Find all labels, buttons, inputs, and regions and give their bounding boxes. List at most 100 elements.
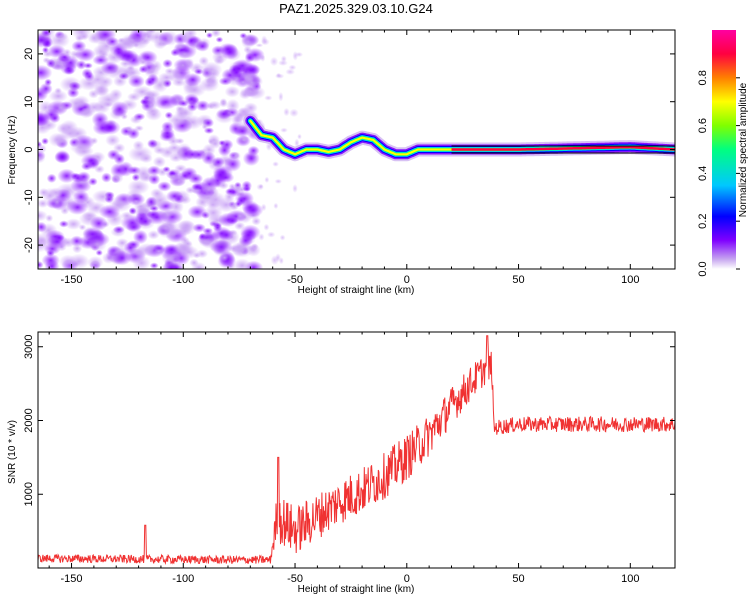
noise-blob bbox=[38, 233, 53, 248]
noise-blob bbox=[42, 187, 59, 204]
top-y-tick-label: -20 bbox=[23, 237, 35, 253]
noise-blob bbox=[232, 64, 246, 73]
noise-blob bbox=[38, 153, 46, 164]
noise-blob bbox=[205, 191, 227, 208]
noise-blob bbox=[162, 58, 173, 69]
top-x-tick-label: -100 bbox=[172, 274, 194, 286]
noise-blob bbox=[88, 177, 98, 186]
top-x-tick-label: 100 bbox=[621, 274, 639, 286]
noise-blob bbox=[112, 250, 132, 266]
noise-blob bbox=[255, 54, 266, 60]
noise-blob bbox=[158, 40, 169, 47]
noise-blob bbox=[38, 144, 47, 154]
noise-blob bbox=[138, 216, 153, 227]
noise-blob bbox=[239, 224, 261, 241]
noise-blob bbox=[138, 65, 148, 74]
noise-blob bbox=[109, 88, 123, 101]
noise-blob bbox=[232, 258, 252, 269]
noise-blob bbox=[196, 249, 209, 259]
noise-blob bbox=[243, 46, 252, 54]
colorbar-tick-label: 0.4 bbox=[697, 166, 709, 181]
noise-blob bbox=[48, 89, 68, 103]
top-y-tick-label: -10 bbox=[23, 189, 35, 205]
top-x-tick-label: -50 bbox=[287, 274, 303, 286]
noise-blob bbox=[148, 173, 161, 185]
noise-blob bbox=[200, 183, 218, 195]
noise-blob bbox=[167, 113, 187, 127]
noise-blob bbox=[294, 51, 304, 58]
noise-blob bbox=[192, 223, 206, 233]
noise-blob bbox=[66, 199, 89, 215]
noise-blob bbox=[178, 219, 195, 233]
noise-blob bbox=[162, 260, 180, 269]
noise-blob bbox=[62, 48, 72, 57]
snr-panel: -150 -100 -50 0 50 100 1000 2000 3000 Height of … bbox=[7, 331, 676, 595]
noise-blob bbox=[172, 146, 187, 159]
noise-blob bbox=[280, 55, 287, 63]
noise-blob bbox=[71, 30, 92, 40]
noise-blob bbox=[87, 256, 104, 269]
noise-blob bbox=[157, 181, 172, 192]
bottom-x-tick-label: -100 bbox=[172, 573, 194, 585]
noise-blob bbox=[57, 168, 76, 184]
noise-blob bbox=[174, 240, 194, 255]
noise-blob bbox=[105, 50, 123, 64]
noise-blob bbox=[38, 64, 53, 81]
noise-blob bbox=[191, 261, 207, 269]
noise-blob bbox=[54, 151, 71, 164]
noise-blob bbox=[44, 78, 53, 86]
noise-blob bbox=[115, 37, 136, 51]
noise-blob bbox=[133, 202, 148, 212]
noise-blob bbox=[125, 125, 134, 132]
noise-blob bbox=[177, 195, 192, 205]
noise-blob bbox=[215, 36, 224, 43]
noise-blob bbox=[59, 119, 79, 136]
noise-blob bbox=[223, 191, 235, 203]
noise-blob bbox=[53, 132, 69, 148]
colorbar-gradient bbox=[712, 30, 736, 269]
noise-blob bbox=[133, 112, 146, 121]
noise-blob bbox=[258, 233, 265, 241]
noise-blob bbox=[242, 150, 260, 167]
noise-blob bbox=[99, 120, 121, 135]
noise-blob bbox=[285, 68, 296, 76]
noise-blob bbox=[118, 72, 129, 80]
noise-blob bbox=[112, 225, 125, 234]
noise-blob bbox=[218, 77, 232, 86]
noise-blob bbox=[39, 82, 53, 95]
bottom-x-tick-label: 100 bbox=[621, 573, 639, 585]
noise-blob bbox=[143, 90, 156, 99]
top-y-tick-label: 20 bbox=[23, 48, 35, 60]
noise-blob bbox=[149, 205, 159, 212]
noise-blob bbox=[202, 227, 214, 235]
bottom-x-tick-label: -150 bbox=[61, 573, 83, 585]
noise-blob bbox=[283, 107, 290, 117]
noise-blob bbox=[45, 58, 56, 68]
noise-blob bbox=[261, 35, 268, 45]
top-x-tick-label: -150 bbox=[61, 274, 83, 286]
noise-blob bbox=[54, 87, 63, 95]
noise-blob bbox=[274, 178, 282, 184]
noise-blob bbox=[231, 151, 241, 161]
noise-blob bbox=[239, 69, 256, 85]
noise-blob bbox=[178, 50, 192, 59]
noise-blob bbox=[174, 42, 186, 51]
noise-blob bbox=[69, 139, 92, 155]
noise-blob bbox=[86, 157, 100, 170]
noise-blob bbox=[45, 214, 54, 222]
noise-blob bbox=[93, 100, 111, 114]
noise-blob bbox=[198, 236, 212, 247]
noise-blob bbox=[237, 106, 251, 117]
noise-blob bbox=[90, 73, 106, 85]
noise-blob bbox=[58, 220, 69, 228]
noise-blob bbox=[41, 46, 50, 54]
snr-frame bbox=[37, 331, 676, 569]
noise-blob bbox=[87, 32, 101, 44]
top-y-tick-label: 10 bbox=[23, 96, 35, 108]
noise-blob bbox=[177, 99, 189, 107]
bottom-x-tick-label: -50 bbox=[287, 573, 303, 585]
noise-blob bbox=[292, 184, 298, 193]
noise-blob bbox=[241, 135, 249, 142]
noise-blob bbox=[152, 156, 166, 168]
